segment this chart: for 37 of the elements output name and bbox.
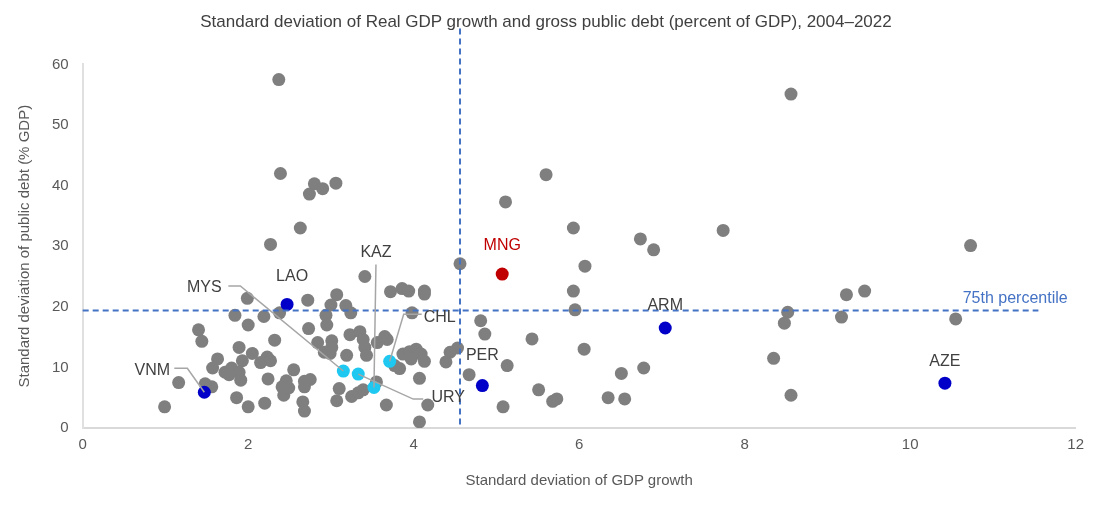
x-axis-title: Standard deviation of GDP growth <box>465 471 693 489</box>
series-label: AZE <box>929 351 961 369</box>
text: MYS <box>187 278 222 296</box>
point <box>197 385 211 399</box>
ref-line-label: 75th percentile <box>962 288 1068 306</box>
series-label: MNG <box>483 236 521 254</box>
y-tick-label: 30 <box>52 236 69 254</box>
series-label: ARM <box>647 296 684 314</box>
x-tick-label: 8 <box>740 435 749 453</box>
y-tick-label: 50 <box>52 115 69 133</box>
point <box>336 364 350 378</box>
y-tick-label: 20 <box>52 296 69 314</box>
y-tick-label: 60 <box>52 54 69 72</box>
x-tick-label: 10 <box>901 435 919 453</box>
x-tick-label: 6 <box>575 435 584 453</box>
point <box>475 379 489 393</box>
series-label: VNM <box>134 360 171 378</box>
y-axis-title: Standard deviation of public debt (% GDP) <box>15 104 33 388</box>
x-tick-label: 12 <box>1067 435 1084 453</box>
point <box>351 367 365 381</box>
text: KAZ <box>360 242 392 260</box>
point <box>938 376 952 390</box>
y-tick-label: 10 <box>52 357 69 375</box>
y-tick-label: 0 <box>60 418 69 436</box>
point <box>495 267 509 281</box>
point <box>280 297 294 311</box>
point <box>383 354 397 368</box>
text: CHL <box>423 307 456 325</box>
x-tick-label: 4 <box>409 435 418 453</box>
x-tick-label: 0 <box>78 435 87 453</box>
x-tick-label: 2 <box>244 435 253 453</box>
point <box>658 321 672 335</box>
series-label: PER <box>465 345 499 363</box>
text: URY <box>431 388 466 406</box>
chart-title: Standard deviation of Real GDP growth and gross public debt (percent of GDP), 2004–2022 <box>200 11 892 31</box>
series-label: LAO <box>276 266 309 284</box>
y-tick-label: 40 <box>52 175 69 193</box>
